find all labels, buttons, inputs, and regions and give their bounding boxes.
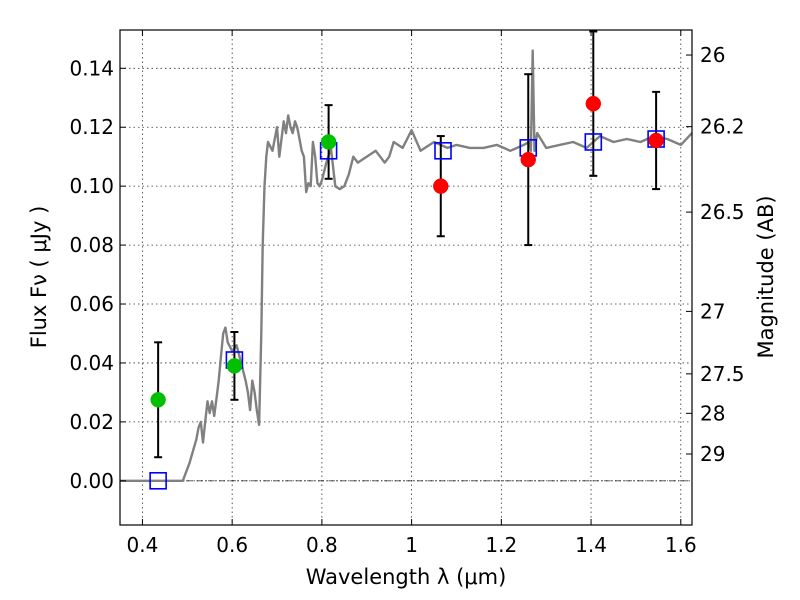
observed-flux-point	[648, 132, 664, 149]
plot-area	[120, 30, 693, 490]
y2-tick-label: 26.5	[700, 200, 745, 224]
x-tick-label: 0.8	[306, 533, 338, 557]
observed-flux-point	[150, 392, 166, 408]
observed-flux-point	[585, 95, 602, 112]
plot-frame	[119, 29, 693, 526]
x-tick-label: 0.4	[127, 533, 159, 557]
y-tick-label: 0.10	[69, 174, 114, 198]
grid-lines	[120, 30, 692, 525]
observed-flux-point	[320, 134, 337, 150]
x-tick-label: 1.6	[665, 533, 697, 557]
model-band-flux-square	[149, 472, 167, 490]
y2-axis-label: Magnitude (AB)	[754, 195, 778, 358]
y2-tick-label: 28	[700, 401, 725, 425]
y-tick-label: 0.00	[69, 469, 114, 493]
y-axis-label: Flux Fν ( μJy )	[27, 206, 51, 349]
y2-tick-label: 27.5	[700, 362, 745, 386]
x-tick-label: 1.2	[485, 533, 517, 557]
x-tick-label: 1.4	[575, 533, 607, 557]
y-tick-label: 0.04	[69, 351, 114, 375]
y-tick-label: 0.12	[69, 115, 114, 139]
y2-tick-label: 26	[700, 43, 725, 67]
observed-flux-point	[226, 358, 243, 374]
model-band-flux-square	[584, 133, 603, 151]
axis-ticks: 0.4 0.6 0.8 1 1.2 1.4 1.6 0.00 0.02 0.04 0.06 0.08 0…	[69, 30, 745, 557]
y2-tick-label: 26.2	[700, 115, 745, 139]
observed-flux-point	[520, 151, 537, 168]
y2-tick-label: 27	[700, 299, 725, 323]
y-tick-label: 0.06	[69, 292, 114, 316]
y2-tick-label: 29	[700, 442, 725, 466]
x-tick-label: 0.6	[216, 533, 248, 557]
x-tick-label: 1	[405, 533, 418, 557]
y-tick-label: 0.02	[69, 410, 114, 434]
model-spectrum-line	[120, 49, 693, 482]
x-axis-label: Wavelength λ (μm)	[306, 565, 507, 589]
model-band-flux-square	[434, 142, 452, 160]
y-tick-label: 0.14	[69, 56, 114, 80]
y-tick-label: 0.08	[69, 233, 114, 257]
observed-flux-point	[433, 178, 449, 194]
